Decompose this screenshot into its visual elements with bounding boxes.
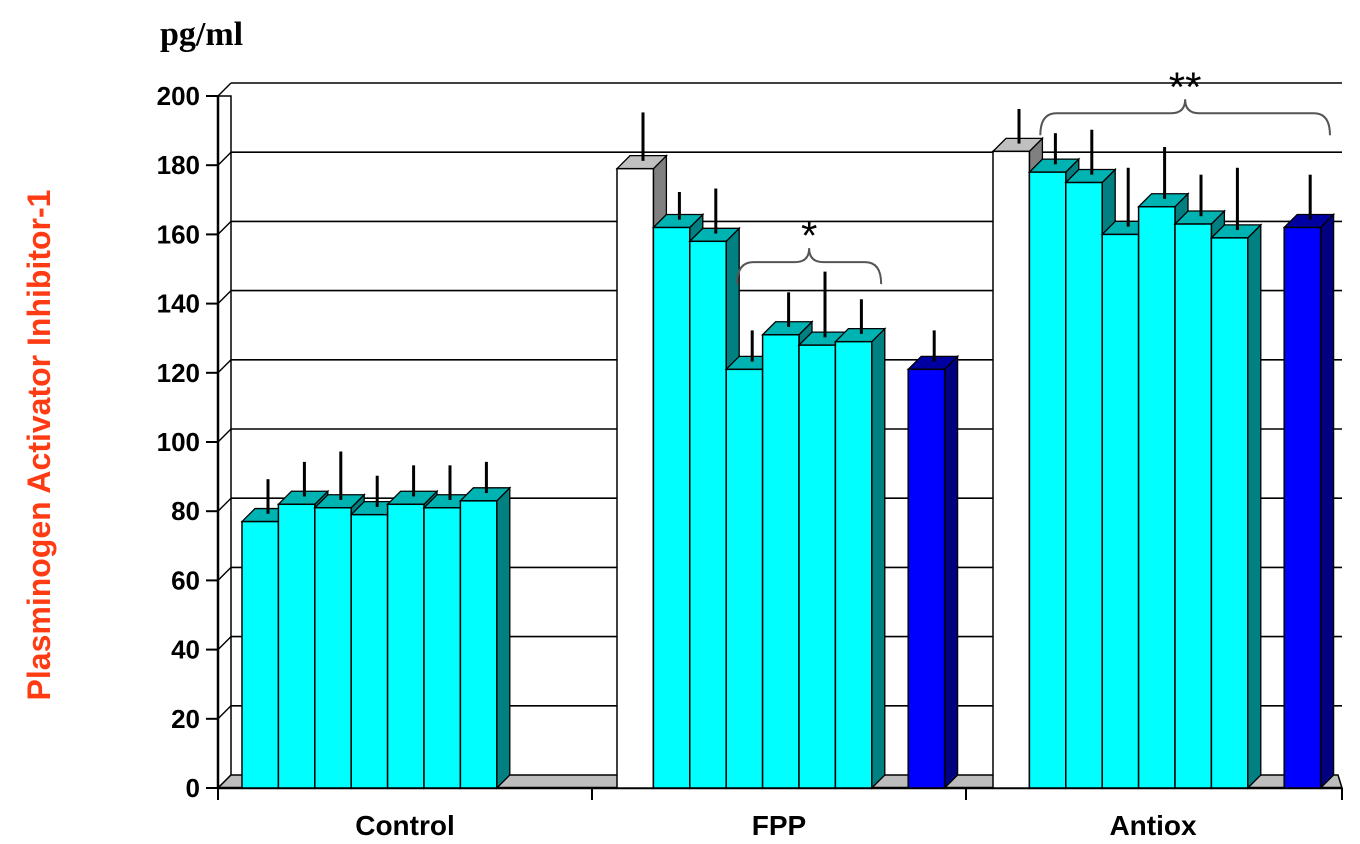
bar (616, 167, 655, 789)
y-tick-label: 200 (157, 81, 200, 111)
bar (1174, 223, 1213, 789)
bar (652, 226, 691, 789)
bar (761, 333, 800, 789)
bar-side (871, 327, 886, 790)
unit-label: pg/ml (160, 16, 243, 53)
bar (689, 240, 727, 789)
y-tick-label: 20 (171, 704, 200, 734)
bar (386, 503, 425, 789)
bar (798, 344, 837, 789)
significance-brace (1039, 99, 1331, 136)
y-tick-label: 0 (186, 773, 200, 803)
bar (1028, 171, 1067, 789)
y-tick-label: 80 (171, 496, 200, 526)
bar-side (496, 486, 511, 790)
gridline-diagonal (217, 290, 232, 305)
y-tick-label: 60 (171, 565, 200, 595)
gridline-diagonal (217, 220, 232, 235)
y-tick-label: 180 (157, 150, 200, 180)
y-axis-label: Plasminogen Activator Inhibitor-1 (21, 190, 57, 701)
gridline-diagonal (217, 566, 232, 581)
bar (1065, 181, 1103, 789)
x-category-label: FPP (752, 810, 806, 841)
gridline-diagonal (217, 636, 232, 651)
y-tick-label: 140 (157, 289, 200, 319)
y-tick-label: 160 (157, 219, 200, 249)
bar (1210, 237, 1249, 789)
x-category-label: Antiox (1109, 810, 1197, 841)
gridline-diagonal (217, 151, 232, 166)
bar (834, 340, 873, 789)
bar (241, 520, 280, 789)
bar (459, 500, 498, 789)
y-tick-label: 40 (171, 635, 200, 665)
gridline-diagonal (217, 705, 232, 720)
y-axis-side-wall (217, 95, 232, 790)
bar (907, 368, 946, 789)
plot-area: 0 20 40 60 80 100 120 140 160 180 200 Control FPP Ant… (157, 63, 1344, 841)
bar-side (1247, 223, 1262, 790)
x-category-label: Control (355, 810, 455, 841)
significance-marker: * (801, 212, 817, 259)
y-tick-label: 120 (157, 358, 200, 388)
significance-brace (736, 248, 883, 285)
bar (423, 506, 462, 789)
bar (277, 503, 316, 789)
gridline-diagonal (217, 359, 232, 374)
bar (992, 150, 1031, 789)
gridline-diagonal (217, 428, 232, 443)
gridline-diagonal (217, 82, 232, 97)
bar-side (1319, 212, 1335, 790)
bar (1101, 233, 1140, 789)
bar-side (943, 354, 959, 790)
y-tick-label: 100 (157, 427, 200, 457)
bar (725, 368, 764, 789)
significance-marker: ** (1169, 63, 1202, 110)
bar (1137, 205, 1176, 789)
bar (314, 506, 352, 789)
bar (1283, 226, 1322, 789)
gridline-diagonal (217, 497, 232, 512)
bar (350, 513, 389, 789)
